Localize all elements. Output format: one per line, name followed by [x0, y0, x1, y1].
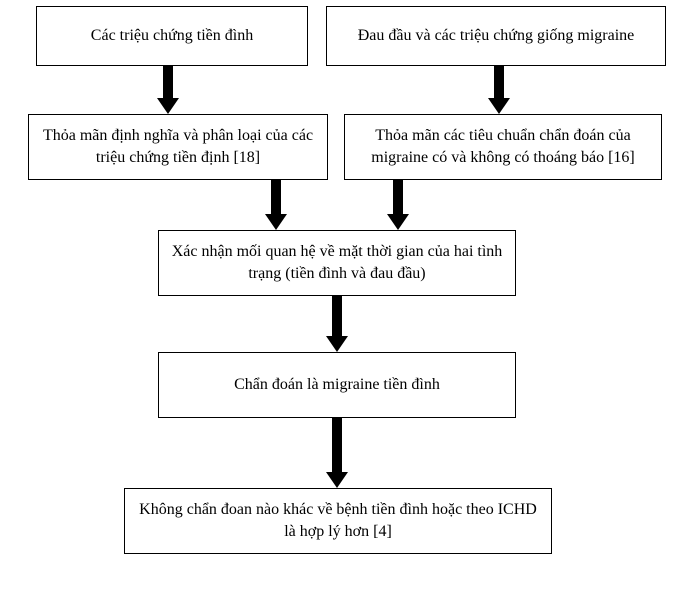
- node-label: Chẩn đoán là migraine tiền đình: [234, 374, 440, 396]
- arrow-shaft: [393, 180, 403, 214]
- node-diagnosis-vestibular-migraine: Chẩn đoán là migraine tiền đình: [158, 352, 516, 418]
- flowchart-canvas: Các triệu chứng tiền đình Đau đầu và các…: [0, 0, 677, 615]
- node-label: Đau đầu và các triệu chứng giống migrain…: [358, 25, 635, 47]
- node-label: Không chẩn đoan nào khác về bệnh tiền đì…: [135, 499, 541, 542]
- node-no-better-diagnosis: Không chẩn đoan nào khác về bệnh tiền đì…: [124, 488, 552, 554]
- arrow-shaft: [332, 418, 342, 472]
- arrow-shaft: [271, 180, 281, 214]
- node-label: Các triệu chứng tiền đình: [91, 25, 253, 47]
- arrow-shaft: [163, 66, 173, 98]
- node-label: Xác nhận mối quan hệ về mặt thời gian củ…: [169, 241, 505, 284]
- node-temporal-relationship: Xác nhận mối quan hệ về mặt thời gian củ…: [158, 230, 516, 296]
- node-migraine-criteria: Thỏa mãn các tiêu chuẩn chẩn đoán của mi…: [344, 114, 662, 180]
- arrow-head-icon: [326, 336, 348, 352]
- node-vestibular-classification: Thỏa mãn định nghĩa và phân loại của các…: [28, 114, 328, 180]
- node-vestibular-symptoms: Các triệu chứng tiền đình: [36, 6, 308, 66]
- arrow-shaft: [332, 296, 342, 336]
- node-headache-migraine-symptoms: Đau đầu và các triệu chứng giống migrain…: [326, 6, 666, 66]
- arrow-head-icon: [265, 214, 287, 230]
- arrow-head-icon: [157, 98, 179, 114]
- arrow-head-icon: [488, 98, 510, 114]
- arrow-shaft: [494, 66, 504, 98]
- arrow-head-icon: [326, 472, 348, 488]
- node-label: Thỏa mãn các tiêu chuẩn chẩn đoán của mi…: [355, 125, 651, 168]
- node-label: Thỏa mãn định nghĩa và phân loại của các…: [39, 125, 317, 168]
- arrow-head-icon: [387, 214, 409, 230]
